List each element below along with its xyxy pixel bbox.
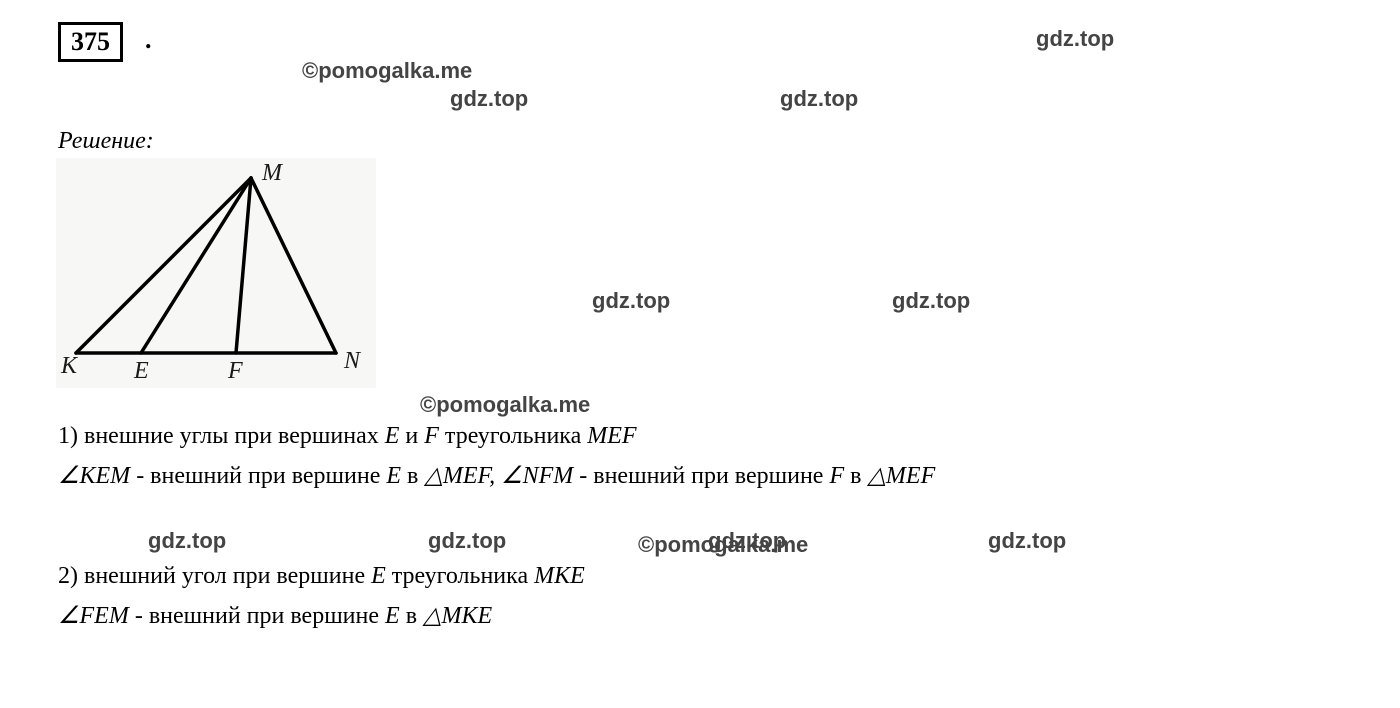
line2-e: E <box>386 463 401 489</box>
watermark-pomogalka: ©pomogalka.me <box>302 58 472 84</box>
line1-mef: MEF <box>587 423 636 449</box>
text-line-2: ∠KEM - внешний при вершине E в △MEF, ∠NF… <box>58 458 935 494</box>
problem-number: 375 <box>71 27 110 56</box>
line1-prefix: 1) внешние углы при вершинах <box>58 423 385 449</box>
line4-in: в <box>400 603 423 629</box>
line3-mke: MKE <box>534 563 585 589</box>
watermark-gdztop: gdz.top <box>450 86 528 112</box>
watermark-pomogalka: ©pomogalka.me <box>420 392 590 418</box>
line2-mid1: - внешний при вершине <box>130 463 386 489</box>
line2-mid2: - внешний при вершине <box>573 463 829 489</box>
vertex-label-f: F <box>228 358 243 385</box>
line2-angle1: ∠KEM <box>58 463 130 489</box>
watermark-gdztop: gdz.top <box>708 528 786 554</box>
text-line-3: 2) внешний угол при вершине E треугольни… <box>58 558 585 594</box>
solution-label: Решение: <box>58 128 154 155</box>
line2-tri2: △MEF <box>867 463 935 489</box>
line2-in2: в <box>844 463 867 489</box>
line4-tri: △MKE <box>423 603 492 629</box>
line3-e: E <box>371 563 386 589</box>
line2-angle2: ∠NFM <box>501 463 573 489</box>
vertex-label-m: M <box>262 160 282 187</box>
watermark-gdztop: gdz.top <box>988 528 1066 554</box>
line1-f: F <box>424 423 439 449</box>
line2-tri1: △MEF, <box>424 463 501 489</box>
line1-suffix: треугольника <box>439 423 587 449</box>
line2-f: F <box>829 463 844 489</box>
line3-prefix: 2) внешний угол при вершине <box>58 563 371 589</box>
triangle-diagram: M K E F N <box>56 158 376 388</box>
watermark-gdztop: gdz.top <box>148 528 226 554</box>
line2-in1: в <box>401 463 424 489</box>
watermark-gdztop: gdz.top <box>780 86 858 112</box>
text-line-1: 1) внешние углы при вершинах E и F треуг… <box>58 418 637 454</box>
vertex-label-k: K <box>61 353 77 380</box>
line4-e: E <box>385 603 400 629</box>
line1-and: и <box>399 423 424 449</box>
vertex-label-e: E <box>134 358 149 385</box>
text-line-4: ∠FEM - внешний при вершине E в △MKE <box>58 598 492 634</box>
problem-number-dot: . <box>145 25 152 55</box>
problem-number-box: 375 <box>58 22 123 62</box>
line3-suffix: треугольника <box>386 563 534 589</box>
vertex-label-n: N <box>344 348 360 375</box>
watermark-gdztop: gdz.top <box>892 288 970 314</box>
watermark-gdztop: gdz.top <box>428 528 506 554</box>
line1-e: E <box>385 423 400 449</box>
line4-angle: ∠FEM <box>58 603 129 629</box>
watermark-gdztop: gdz.top <box>592 288 670 314</box>
triangle-svg <box>56 158 376 388</box>
line4-mid: - внешний при вершине <box>129 603 385 629</box>
watermark-gdztop: gdz.top <box>1036 26 1114 52</box>
